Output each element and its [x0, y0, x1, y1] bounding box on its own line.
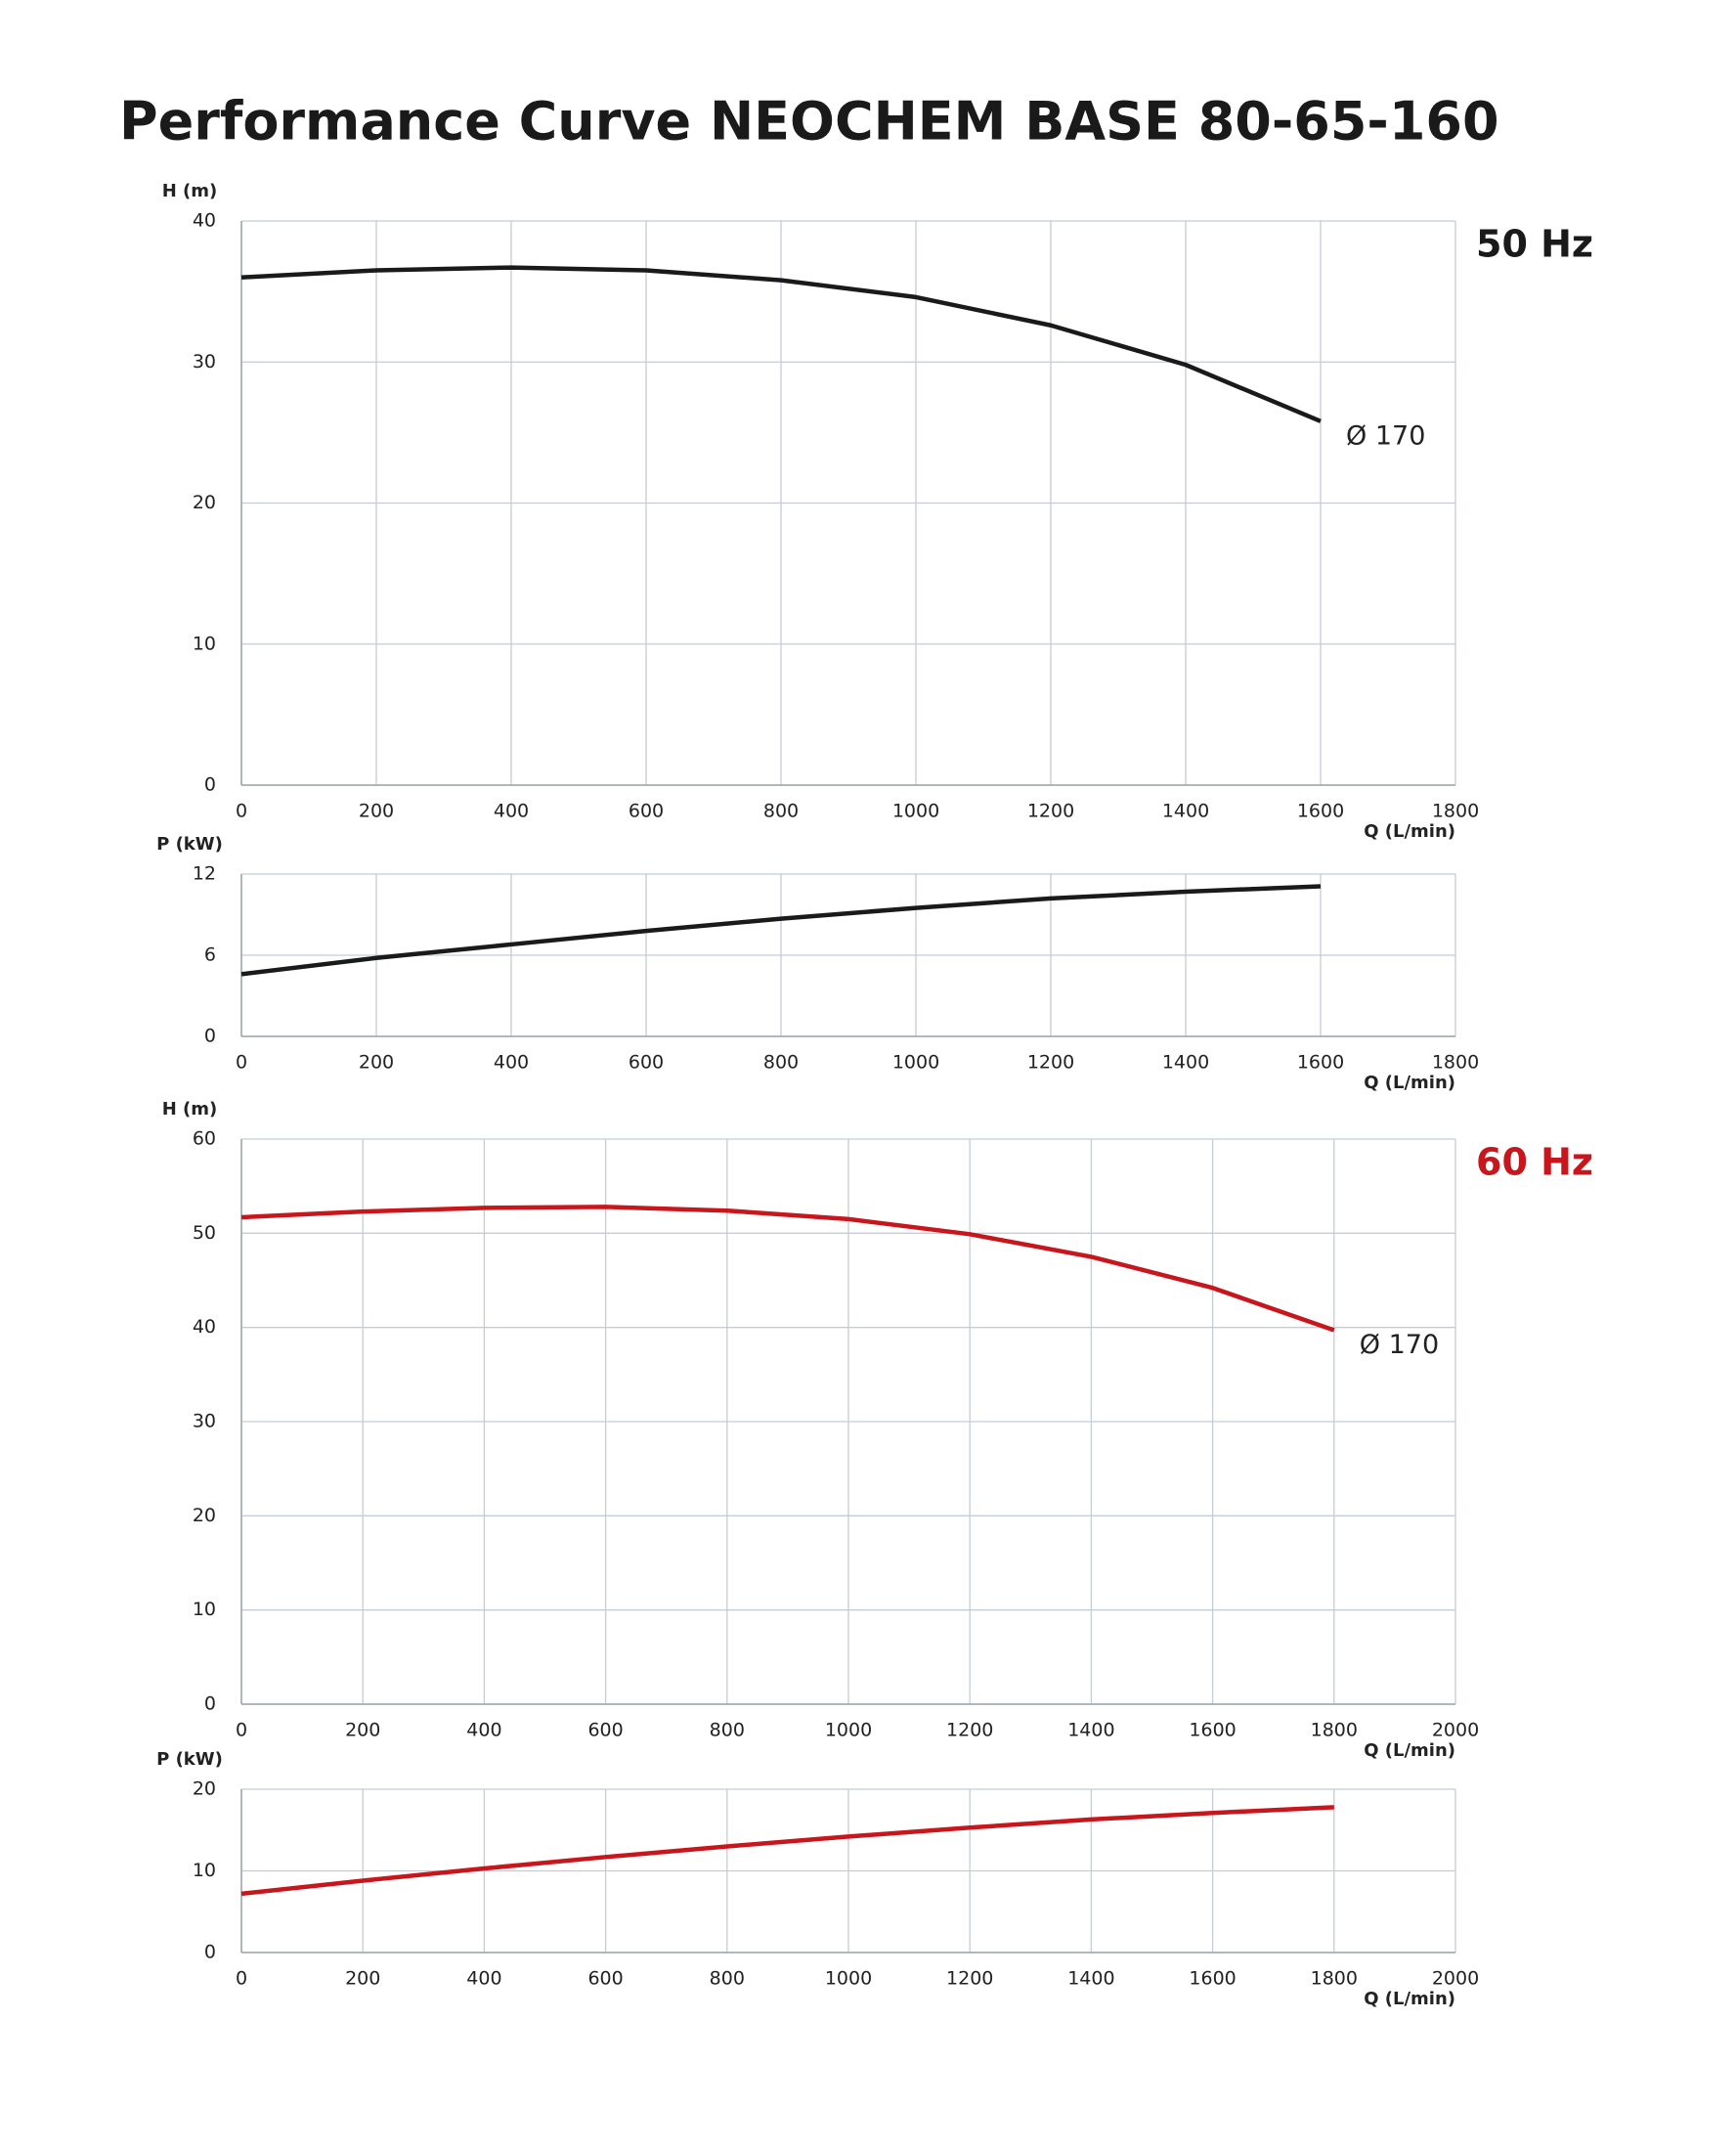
x-tick-label: 400	[494, 1052, 529, 1074]
y-tick-label: 20	[193, 1778, 216, 1800]
x-tick-label: 600	[587, 1720, 623, 1741]
x-tick-label: 1400	[1067, 1720, 1114, 1741]
x-tick-label: 1600	[1189, 1968, 1236, 1990]
x-tick-label: 400	[466, 1968, 501, 1990]
x-tick-label: 1800	[1432, 1052, 1479, 1074]
x-tick-label: 1200	[1027, 1052, 1074, 1074]
y-tick-label: 0	[204, 1026, 216, 1047]
y-tick-label: 0	[204, 1942, 216, 1963]
y-tick-label: 20	[193, 1505, 216, 1526]
x-tick-label: 2000	[1432, 1968, 1479, 1990]
y-tick-label: 60	[193, 1128, 216, 1150]
x-tick-label: 1800	[1311, 1968, 1358, 1990]
x-tick-label: 800	[710, 1968, 745, 1990]
y-tick-label: 40	[193, 1316, 216, 1338]
frequency-label: 50 Hz	[1476, 223, 1593, 266]
x-tick-label: 1000	[825, 1968, 872, 1990]
x-tick-label: 1600	[1297, 1052, 1344, 1074]
x-axis-label: Q (L/min)	[1364, 821, 1455, 842]
x-tick-label: 1200	[946, 1968, 993, 1990]
x-tick-label: 1000	[825, 1720, 872, 1741]
curve	[240, 1205, 1335, 1333]
y-tick-label: 30	[193, 1411, 216, 1432]
x-tick-label: 1800	[1432, 801, 1479, 822]
y-axis-label: H (m)	[162, 1099, 218, 1119]
annotation: Ø 170	[1360, 1330, 1439, 1360]
curve	[240, 1805, 1334, 1897]
x-tick-label: 600	[587, 1968, 623, 1990]
y-tick-label: 50	[193, 1222, 216, 1244]
x-tick-label: 1800	[1311, 1720, 1358, 1741]
x-tick-label: 1600	[1297, 801, 1344, 822]
x-tick-label: 1400	[1067, 1968, 1114, 1990]
y-tick-label: 30	[193, 351, 216, 373]
x-tick-label: 0	[236, 1968, 247, 1990]
y-axis-label: P (kW)	[156, 834, 223, 855]
x-tick-label: 400	[494, 801, 529, 822]
y-tick-label: 10	[193, 1860, 216, 1881]
x-axis-label: Q (L/min)	[1364, 1073, 1455, 1093]
y-tick-label: 20	[193, 492, 216, 513]
x-tick-label: 0	[236, 801, 247, 822]
y-tick-label: 12	[193, 863, 216, 885]
x-tick-label: 1200	[1027, 801, 1074, 822]
x-tick-label: 1200	[946, 1720, 993, 1741]
y-tick-label: 0	[204, 774, 216, 796]
frequency-label: 60 Hz	[1476, 1141, 1593, 1184]
x-tick-label: 0	[236, 1720, 247, 1741]
y-tick-label: 40	[193, 210, 216, 232]
x-tick-label: 800	[710, 1720, 745, 1741]
curve	[240, 884, 1322, 977]
x-tick-label: 200	[345, 1720, 380, 1741]
x-tick-label: 200	[359, 801, 394, 822]
y-tick-label: 0	[204, 1693, 216, 1715]
y-axis-label: H (m)	[162, 181, 218, 201]
x-tick-label: 600	[629, 801, 664, 822]
x-tick-label: 200	[359, 1052, 394, 1074]
annotation: Ø 170	[1346, 420, 1425, 451]
x-tick-label: 2000	[1432, 1720, 1479, 1741]
x-tick-label: 200	[345, 1968, 380, 1990]
x-axis-label: Q (L/min)	[1364, 1989, 1455, 2009]
y-tick-label: 6	[204, 944, 216, 966]
x-tick-label: 0	[236, 1052, 247, 1074]
x-axis-label: Q (L/min)	[1364, 1740, 1455, 1761]
x-tick-label: 1400	[1162, 1052, 1209, 1074]
x-tick-label: 1400	[1162, 801, 1209, 822]
x-tick-label: 800	[763, 1052, 799, 1074]
x-tick-label: 1000	[892, 801, 939, 822]
y-axis-label: P (kW)	[156, 1749, 223, 1770]
x-tick-label: 400	[466, 1720, 501, 1741]
y-tick-label: 10	[193, 1599, 216, 1620]
x-tick-label: 600	[629, 1052, 664, 1074]
x-tick-label: 800	[763, 801, 799, 822]
y-tick-label: 10	[193, 633, 216, 654]
x-tick-label: 1600	[1189, 1720, 1236, 1741]
curve	[240, 265, 1322, 423]
x-tick-label: 1000	[892, 1052, 939, 1074]
page-title: Performance Curve NEOCHEM BASE 80-65-160	[119, 91, 1499, 153]
